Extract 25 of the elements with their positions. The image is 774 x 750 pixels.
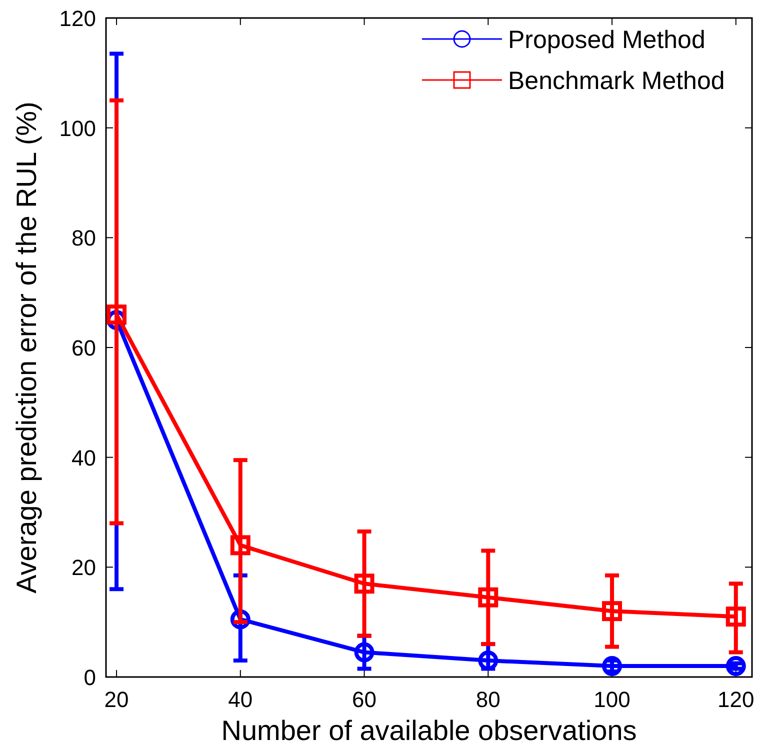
point <box>478 587 498 608</box>
y-tick-label: 80 <box>72 226 96 251</box>
point <box>230 535 250 556</box>
x-tick-label: 20 <box>104 687 129 712</box>
y-tick-label: 20 <box>72 555 96 580</box>
legend-label: Proposed Method <box>508 26 706 54</box>
point <box>106 304 127 325</box>
x-tick-label: 120 <box>718 687 754 712</box>
y-tick-label: 100 <box>59 116 96 141</box>
point <box>354 574 374 594</box>
x-tick-label: 80 <box>476 687 500 712</box>
y-tick-label: 120 <box>59 6 96 31</box>
y-tick-label: 0 <box>84 665 96 690</box>
point <box>726 606 746 627</box>
y-tick-label: 60 <box>72 336 96 360</box>
x-tick-label: 100 <box>594 687 630 712</box>
x-tick-label: 60 <box>352 687 377 712</box>
x-axis-title: Number of available observations <box>221 715 637 746</box>
point <box>354 642 374 662</box>
y-axis-title: Average prediction error of the RUL (%) <box>11 102 42 594</box>
x-tick-label: 40 <box>228 687 253 712</box>
y-tick-label: 40 <box>72 445 96 470</box>
point <box>726 656 746 676</box>
legend-label: Benchmark Method <box>508 67 725 95</box>
point <box>602 601 622 622</box>
